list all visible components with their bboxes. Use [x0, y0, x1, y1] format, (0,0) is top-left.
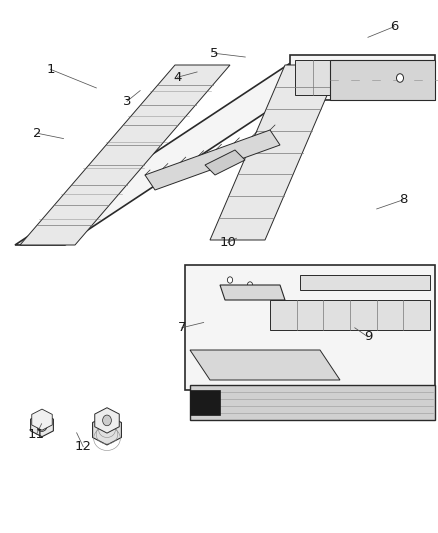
Text: 4: 4 [173, 71, 182, 84]
Polygon shape [95, 408, 119, 433]
Polygon shape [15, 60, 345, 245]
Polygon shape [300, 275, 430, 290]
Text: 9: 9 [364, 330, 372, 343]
Text: 5: 5 [210, 47, 219, 60]
Circle shape [227, 292, 233, 298]
Polygon shape [185, 265, 435, 390]
Text: 3: 3 [123, 95, 131, 108]
Polygon shape [270, 300, 430, 330]
Polygon shape [92, 415, 121, 445]
Polygon shape [31, 413, 53, 437]
Polygon shape [220, 285, 285, 300]
Circle shape [396, 74, 403, 82]
Text: 1: 1 [46, 63, 55, 76]
Polygon shape [205, 150, 245, 175]
Text: 12: 12 [75, 440, 92, 453]
Polygon shape [32, 409, 52, 430]
Polygon shape [330, 60, 435, 100]
Text: 10: 10 [219, 236, 236, 249]
Polygon shape [190, 390, 220, 415]
Text: 11: 11 [28, 428, 45, 441]
Circle shape [227, 277, 233, 283]
Polygon shape [210, 65, 340, 240]
Polygon shape [190, 350, 340, 380]
Polygon shape [20, 65, 230, 245]
Polygon shape [290, 55, 435, 100]
Text: 6: 6 [390, 20, 399, 33]
Text: 2: 2 [33, 127, 42, 140]
Polygon shape [190, 385, 435, 420]
Circle shape [247, 282, 253, 288]
Text: 8: 8 [399, 193, 407, 206]
Polygon shape [295, 60, 435, 95]
Circle shape [37, 418, 47, 431]
Text: 7: 7 [177, 321, 186, 334]
Polygon shape [145, 130, 280, 190]
Circle shape [102, 415, 111, 426]
